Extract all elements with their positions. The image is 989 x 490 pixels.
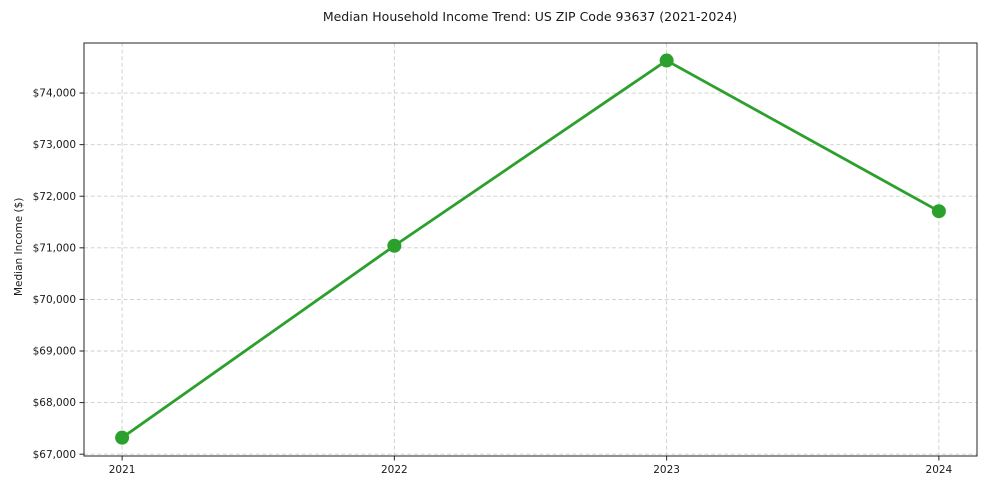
chart-title: Median Household Income Trend: US ZIP Co…	[323, 9, 737, 24]
data-point	[387, 238, 402, 253]
y-tick-label: $68,000	[33, 397, 76, 409]
y-tick-label: $73,000	[33, 139, 76, 151]
x-tick-label: 2021	[109, 464, 136, 476]
y-tick-label: $67,000	[33, 449, 76, 461]
data-point	[659, 53, 674, 68]
y-tick-label: $74,000	[33, 88, 76, 100]
x-tick-label: 2024	[926, 464, 953, 476]
plot-area: $67,000 $68,000 $69,000 $70,000 $71,000 $72,0…	[33, 42, 978, 476]
x-tick-label: 2023	[653, 464, 680, 476]
y-tick-label: $71,000	[33, 242, 76, 254]
x-tick-label: 2022	[381, 464, 408, 476]
trend-line	[120, 59, 941, 440]
y-tick-label: $72,000	[33, 191, 76, 203]
y-tick-label: $70,000	[33, 294, 76, 306]
data-point	[115, 430, 130, 445]
y-tick-label: $69,000	[33, 346, 76, 358]
axes-box	[83, 42, 978, 457]
y-axis-title: Median Income ($)	[13, 198, 25, 296]
data-point	[931, 204, 946, 219]
